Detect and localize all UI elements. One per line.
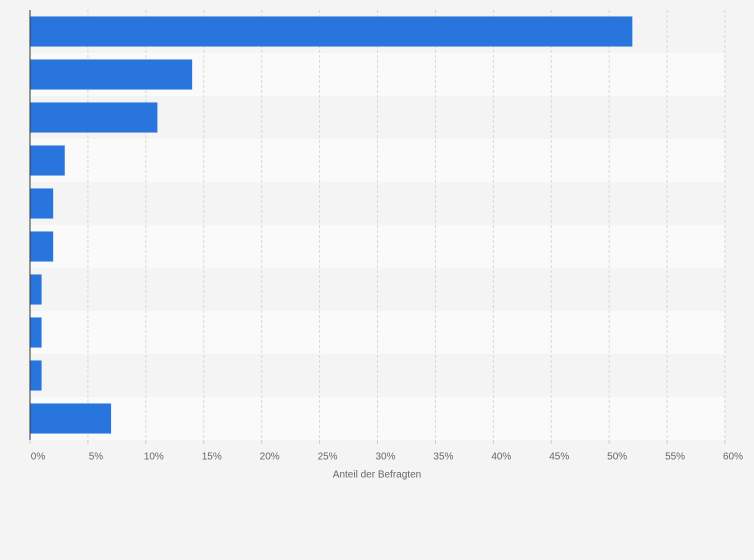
bar	[30, 59, 193, 90]
x-tick-label: 40%	[491, 452, 511, 463]
row-band	[30, 268, 725, 311]
bars	[30, 16, 633, 434]
bar	[30, 403, 112, 434]
bar	[30, 102, 158, 133]
x-tick-label: 55%	[665, 452, 685, 463]
bar	[30, 16, 633, 47]
x-tick-label: 60%	[723, 452, 743, 463]
x-tick-label: 10%	[144, 452, 164, 463]
bar	[30, 317, 42, 348]
x-tick-label: 35%	[433, 452, 453, 463]
bar	[30, 231, 54, 262]
x-tick-label: 45%	[549, 452, 569, 463]
grid	[87, 10, 726, 440]
bar	[30, 188, 54, 219]
x-tick-label: 25%	[318, 452, 338, 463]
x-tick-label: 50%	[607, 452, 627, 463]
row-band	[30, 397, 725, 440]
x-tick-label: 30%	[375, 452, 395, 463]
x-tick-label: 5%	[89, 452, 104, 463]
x-tick-label: 20%	[260, 452, 280, 463]
bar	[30, 274, 42, 305]
x-axis-title: Anteil der Befragten	[333, 470, 421, 481]
x-tick-label: 15%	[202, 452, 222, 463]
x-tick-label: 0%	[31, 452, 46, 463]
bar	[30, 145, 65, 176]
bar	[30, 360, 42, 391]
row-band	[30, 182, 725, 225]
